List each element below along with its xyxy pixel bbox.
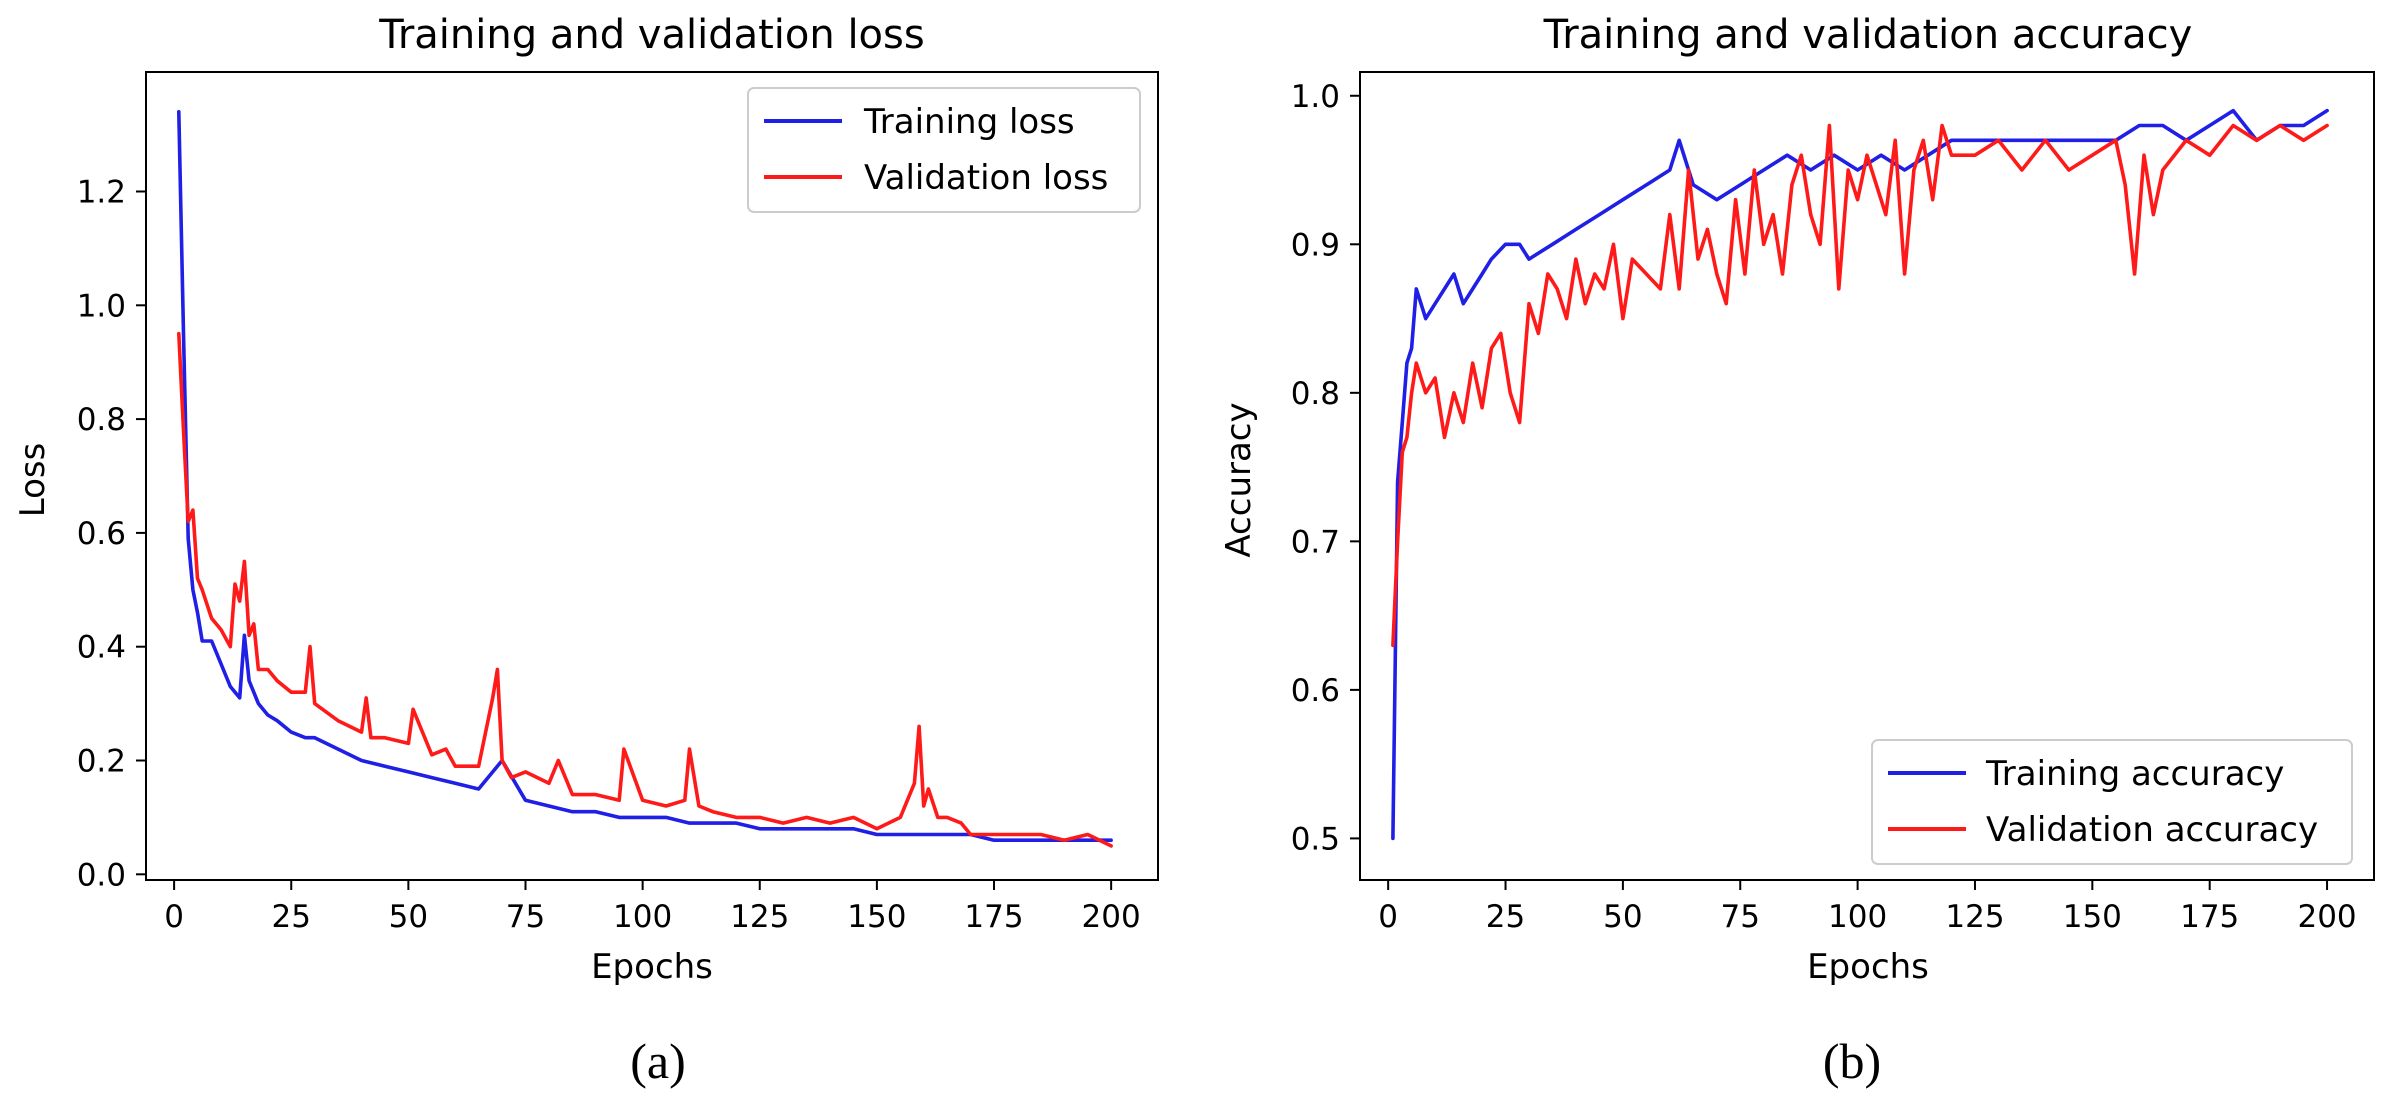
loss-series-line-validation	[177, 331, 1113, 848]
accuracy-y-tick-label: 1.0	[1291, 79, 1340, 115]
accuracy-x-tick-label: 100	[1828, 899, 1887, 935]
loss-chart: Training and validation loss 0 25 50 75 100 1…	[13, 12, 1159, 1089]
accuracy-x-tick-label: 150	[2063, 899, 2122, 935]
accuracy-series-line-validation	[1391, 123, 2329, 648]
loss-legend-label-validation: Validation loss	[864, 158, 1108, 198]
accuracy-y-ticks: 0.5 0.6 0.7 0.8 0.9 1.0	[1291, 79, 1360, 857]
accuracy-x-ticks: 0 25 50 75 100 125 150 175 200	[1378, 880, 2357, 935]
accuracy-y-axis-label: Accuracy	[1219, 402, 1259, 557]
accuracy-legend: Training accuracy Validation accuracy	[1871, 739, 2353, 865]
loss-x-tick-label: 150	[847, 899, 906, 935]
loss-x-axis-label: Epochs	[591, 947, 713, 987]
accuracy-y-tick-label: 0.5	[1291, 821, 1340, 857]
accuracy-x-tick-label: 175	[2180, 899, 2239, 935]
loss-x-tick-label: 75	[506, 899, 545, 935]
accuracy-x-tick-label: 125	[1945, 899, 2004, 935]
accuracy-x-tick-label: 0	[1378, 899, 1398, 935]
loss-y-tick-label: 1.2	[77, 174, 126, 210]
accuracy-chart-title: Training and validation accuracy	[1543, 12, 2193, 58]
loss-legend-box	[747, 87, 1141, 213]
accuracy-axes-frame	[1359, 71, 2375, 881]
loss-y-axis-label: Loss	[13, 443, 53, 518]
loss-chart-caption: (a)	[630, 1033, 686, 1089]
loss-y-tick-label: 0.8	[77, 402, 126, 438]
loss-y-tick-label: 1.0	[77, 288, 126, 324]
loss-legend-label-training: Training loss	[863, 102, 1075, 142]
loss-x-tick-label: 0	[164, 899, 184, 935]
accuracy-legend-box	[1871, 739, 2353, 865]
loss-series-line-training	[177, 110, 1113, 842]
accuracy-x-tick-label: 200	[2297, 899, 2356, 935]
accuracy-x-tick-label: 25	[1486, 899, 1525, 935]
accuracy-y-tick-label: 0.6	[1291, 673, 1340, 709]
loss-chart-title: Training and validation loss	[378, 12, 924, 58]
accuracy-x-tick-label: 50	[1603, 899, 1642, 935]
loss-y-tick-label: 0.6	[77, 516, 126, 552]
accuracy-y-tick-label: 0.8	[1291, 376, 1340, 412]
accuracy-x-tick-label: 75	[1721, 899, 1760, 935]
accuracy-x-axis-label: Epochs	[1807, 947, 1929, 987]
accuracy-chart: Training and validation accuracy 0 25 50 75…	[1219, 12, 2375, 1089]
accuracy-series-line-training	[1391, 108, 2329, 841]
accuracy-plot-area	[1391, 108, 2329, 841]
accuracy-y-tick-label: 0.9	[1291, 227, 1340, 263]
loss-x-tick-label: 50	[389, 899, 428, 935]
loss-y-tick-label: 0.4	[77, 630, 126, 666]
loss-x-tick-label: 125	[730, 899, 789, 935]
loss-x-tick-label: 175	[964, 899, 1023, 935]
loss-x-tick-label: 100	[613, 899, 672, 935]
loss-plot-area	[177, 110, 1113, 848]
accuracy-legend-label-validation: Validation accuracy	[1986, 810, 2318, 850]
loss-y-ticks: 0.0 0.2 0.4 0.6 0.8 1.0 1.2	[77, 174, 146, 893]
loss-legend: Training loss Validation loss	[747, 87, 1141, 213]
accuracy-chart-caption: (b)	[1823, 1033, 1881, 1089]
loss-x-tick-label: 25	[272, 899, 311, 935]
loss-y-tick-label: 0.2	[77, 744, 126, 780]
loss-axes-frame	[145, 71, 1159, 881]
loss-x-tick-label: 200	[1082, 899, 1141, 935]
accuracy-legend-label-training: Training accuracy	[1985, 754, 2284, 794]
accuracy-y-tick-label: 0.7	[1291, 524, 1340, 560]
loss-y-tick-label: 0.0	[77, 857, 126, 893]
loss-x-ticks: 0 25 50 75 100 125 150 175 200	[164, 880, 1141, 935]
